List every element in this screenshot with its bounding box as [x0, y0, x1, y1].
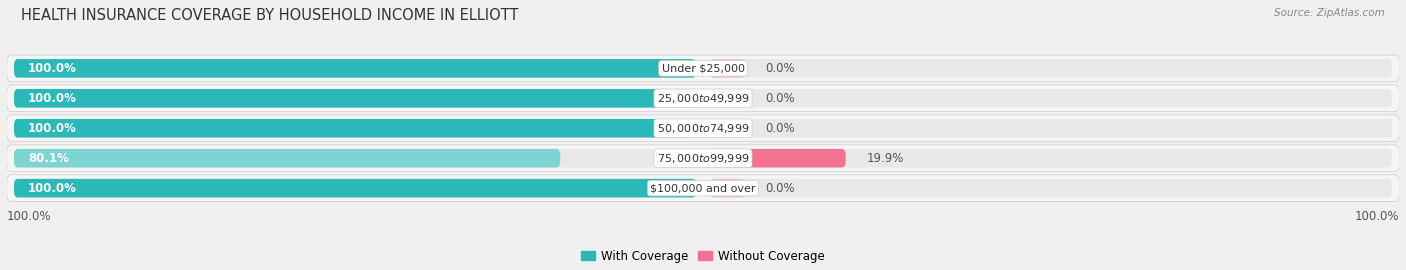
FancyBboxPatch shape: [14, 59, 696, 78]
FancyBboxPatch shape: [710, 149, 845, 167]
Text: 0.0%: 0.0%: [766, 182, 796, 195]
FancyBboxPatch shape: [710, 179, 745, 197]
Text: HEALTH INSURANCE COVERAGE BY HOUSEHOLD INCOME IN ELLIOTT: HEALTH INSURANCE COVERAGE BY HOUSEHOLD I…: [21, 8, 519, 23]
Text: 100.0%: 100.0%: [28, 92, 77, 105]
FancyBboxPatch shape: [14, 149, 561, 167]
FancyBboxPatch shape: [14, 179, 696, 197]
Legend: With Coverage, Without Coverage: With Coverage, Without Coverage: [576, 245, 830, 267]
FancyBboxPatch shape: [710, 89, 745, 107]
FancyBboxPatch shape: [710, 149, 1392, 167]
Text: 0.0%: 0.0%: [766, 62, 796, 75]
Text: 100.0%: 100.0%: [1354, 210, 1399, 223]
FancyBboxPatch shape: [14, 89, 696, 107]
FancyBboxPatch shape: [14, 59, 696, 78]
Text: 100.0%: 100.0%: [28, 62, 77, 75]
FancyBboxPatch shape: [14, 149, 696, 167]
FancyBboxPatch shape: [14, 89, 696, 107]
Text: Under $25,000: Under $25,000: [661, 63, 745, 73]
Text: Source: ZipAtlas.com: Source: ZipAtlas.com: [1274, 8, 1385, 18]
FancyBboxPatch shape: [710, 119, 745, 137]
Text: 19.9%: 19.9%: [866, 152, 904, 165]
Text: 80.1%: 80.1%: [28, 152, 69, 165]
FancyBboxPatch shape: [710, 89, 1392, 107]
FancyBboxPatch shape: [7, 145, 1399, 171]
Text: $75,000 to $99,999: $75,000 to $99,999: [657, 152, 749, 165]
FancyBboxPatch shape: [7, 175, 1399, 201]
FancyBboxPatch shape: [710, 59, 745, 78]
Text: 0.0%: 0.0%: [766, 122, 796, 135]
Text: 100.0%: 100.0%: [7, 210, 52, 223]
Text: $25,000 to $49,999: $25,000 to $49,999: [657, 92, 749, 105]
FancyBboxPatch shape: [710, 179, 1392, 197]
FancyBboxPatch shape: [14, 119, 696, 137]
FancyBboxPatch shape: [14, 179, 696, 197]
FancyBboxPatch shape: [7, 115, 1399, 141]
Text: 0.0%: 0.0%: [766, 92, 796, 105]
Text: 100.0%: 100.0%: [28, 182, 77, 195]
FancyBboxPatch shape: [14, 119, 696, 137]
Text: $100,000 and over: $100,000 and over: [650, 183, 756, 193]
Text: 100.0%: 100.0%: [28, 122, 77, 135]
Text: $50,000 to $74,999: $50,000 to $74,999: [657, 122, 749, 135]
FancyBboxPatch shape: [7, 85, 1399, 112]
FancyBboxPatch shape: [710, 119, 1392, 137]
FancyBboxPatch shape: [7, 55, 1399, 82]
FancyBboxPatch shape: [710, 59, 1392, 78]
